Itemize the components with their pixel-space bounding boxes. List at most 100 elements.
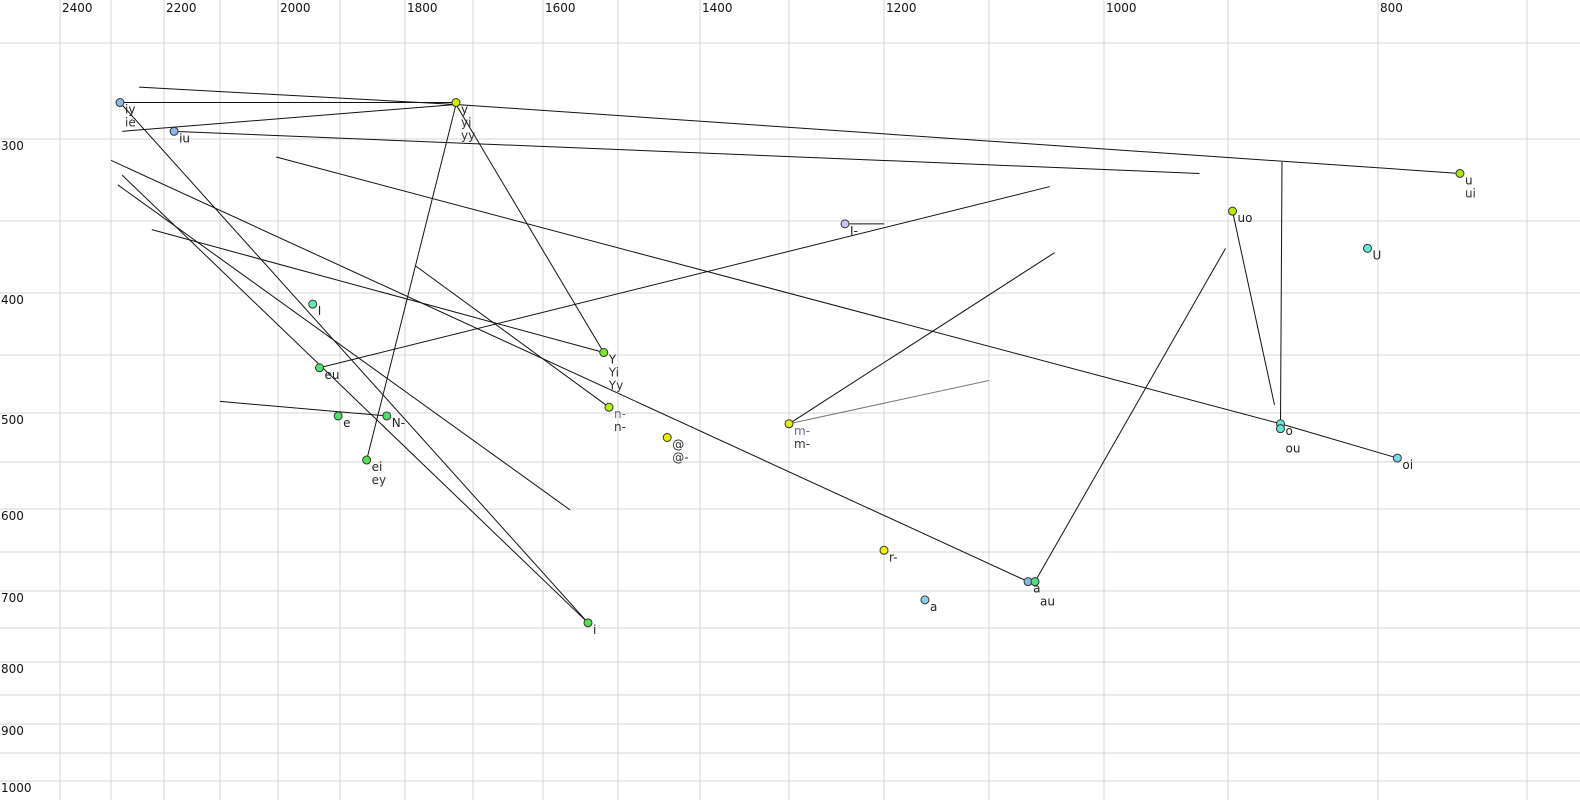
x-tick-label: 1400 bbox=[702, 1, 733, 15]
trajectory-line bbox=[455, 103, 1460, 174]
vowel-point: a bbox=[920, 595, 937, 614]
trajectory-line bbox=[1280, 161, 1283, 424]
x-tick-label: 2000 bbox=[280, 1, 311, 15]
trajectory-line bbox=[788, 252, 1055, 425]
y-tick-label: 900 bbox=[1, 724, 24, 738]
point-marker bbox=[382, 411, 392, 421]
y-tick-label: 700 bbox=[1, 591, 24, 605]
point-label: iu bbox=[179, 131, 190, 145]
vowel-point: r- bbox=[879, 545, 898, 564]
x-tick-label: 1200 bbox=[886, 1, 917, 15]
vowel-point: I- bbox=[840, 219, 858, 238]
point-marker bbox=[920, 595, 930, 605]
point-marker bbox=[1363, 243, 1372, 253]
trajectory-line bbox=[110, 159, 1029, 583]
point-label: I bbox=[318, 304, 322, 318]
point-marker bbox=[840, 219, 850, 229]
point-label: I- bbox=[850, 224, 858, 238]
y-tick-label: 400 bbox=[1, 293, 24, 307]
point-label: @ bbox=[672, 438, 684, 452]
vowel-point: i bbox=[583, 618, 596, 637]
trajectory-line bbox=[366, 104, 457, 461]
point-label: m- bbox=[794, 424, 810, 438]
vowel-point: uui bbox=[1455, 168, 1476, 200]
point-label: y bbox=[461, 103, 468, 117]
point-marker bbox=[115, 98, 125, 108]
point-marker bbox=[308, 299, 318, 309]
point-label: n- bbox=[614, 420, 626, 434]
point-marker bbox=[604, 402, 614, 412]
point-label: Yy bbox=[608, 379, 623, 393]
vowel-point: e bbox=[333, 411, 351, 430]
trajectory-line bbox=[174, 130, 1200, 174]
trajectory-line bbox=[788, 380, 990, 425]
point-label: o bbox=[1286, 424, 1293, 438]
point-marker bbox=[662, 433, 672, 442]
trajectory-line bbox=[219, 400, 387, 417]
x-tick-label: 2400 bbox=[62, 1, 93, 15]
point-marker bbox=[1228, 206, 1237, 216]
point-label: N- bbox=[392, 416, 405, 430]
point-label: Y bbox=[608, 353, 617, 367]
trajectory-line bbox=[1232, 211, 1275, 405]
vowel-point: I bbox=[308, 299, 322, 318]
point-label: yy bbox=[461, 129, 475, 143]
point-label: au bbox=[1040, 595, 1055, 609]
point-marker bbox=[599, 348, 609, 358]
point-marker bbox=[583, 618, 593, 628]
vowel-point: oi bbox=[1392, 453, 1413, 472]
point-label: i bbox=[593, 623, 596, 637]
trajectory-line bbox=[121, 174, 589, 624]
point-label: U bbox=[1373, 248, 1382, 262]
point-label: iy bbox=[125, 103, 135, 117]
trajectory-line bbox=[119, 102, 589, 624]
x-tick-label: 1600 bbox=[545, 1, 576, 15]
trajectory-line bbox=[117, 184, 571, 511]
trajectory-line bbox=[1034, 248, 1226, 582]
point-label: n- bbox=[614, 407, 626, 421]
trajectory-line bbox=[414, 265, 610, 408]
point-label: ou bbox=[1286, 442, 1301, 456]
point-marker bbox=[362, 455, 372, 465]
trajectory-line bbox=[139, 86, 457, 105]
point-label: ie bbox=[125, 116, 136, 130]
point-label: a bbox=[930, 600, 937, 614]
vowel-point: ou bbox=[1276, 424, 1301, 456]
data-points: iyieiuyyiyyuuiuoUoouoiI-m-m-IeuYYiYyn-n-… bbox=[115, 98, 1476, 637]
point-marker bbox=[1455, 168, 1465, 178]
point-marker bbox=[1276, 424, 1285, 434]
vowel-point: N- bbox=[382, 411, 405, 430]
y-tick-label: 300 bbox=[1, 139, 24, 153]
trajectory-line bbox=[276, 156, 1281, 425]
point-label: ui bbox=[1465, 186, 1476, 200]
point-label: m- bbox=[794, 437, 810, 451]
point-label: eu bbox=[325, 368, 340, 382]
vowel-point: au bbox=[1030, 577, 1055, 609]
point-label: a bbox=[1033, 582, 1040, 596]
tick-labels: 2400 2200 2000 1800 1600 1400 1200 1000 800 300 40… bbox=[1, 1, 1403, 795]
point-marker bbox=[333, 411, 343, 421]
vowel-point: eu bbox=[315, 363, 340, 382]
trajectory-line bbox=[319, 186, 1051, 369]
vowel-point: uo bbox=[1228, 206, 1252, 225]
vowel-point: @@- bbox=[662, 433, 689, 465]
point-label: oi bbox=[1402, 458, 1413, 472]
point-marker bbox=[1392, 453, 1402, 463]
point-marker bbox=[1030, 577, 1040, 587]
point-label: e bbox=[343, 416, 350, 430]
vowel-point: iu bbox=[169, 126, 190, 145]
point-marker bbox=[784, 419, 794, 429]
x-tick-label: 2200 bbox=[166, 1, 197, 15]
point-label: ey bbox=[372, 473, 386, 487]
x-tick-label: 1800 bbox=[407, 1, 438, 15]
trajectory-line bbox=[122, 103, 457, 132]
y-tick-label: 500 bbox=[1, 413, 24, 427]
trajectory-line bbox=[1280, 423, 1398, 459]
point-label: @- bbox=[672, 451, 688, 465]
